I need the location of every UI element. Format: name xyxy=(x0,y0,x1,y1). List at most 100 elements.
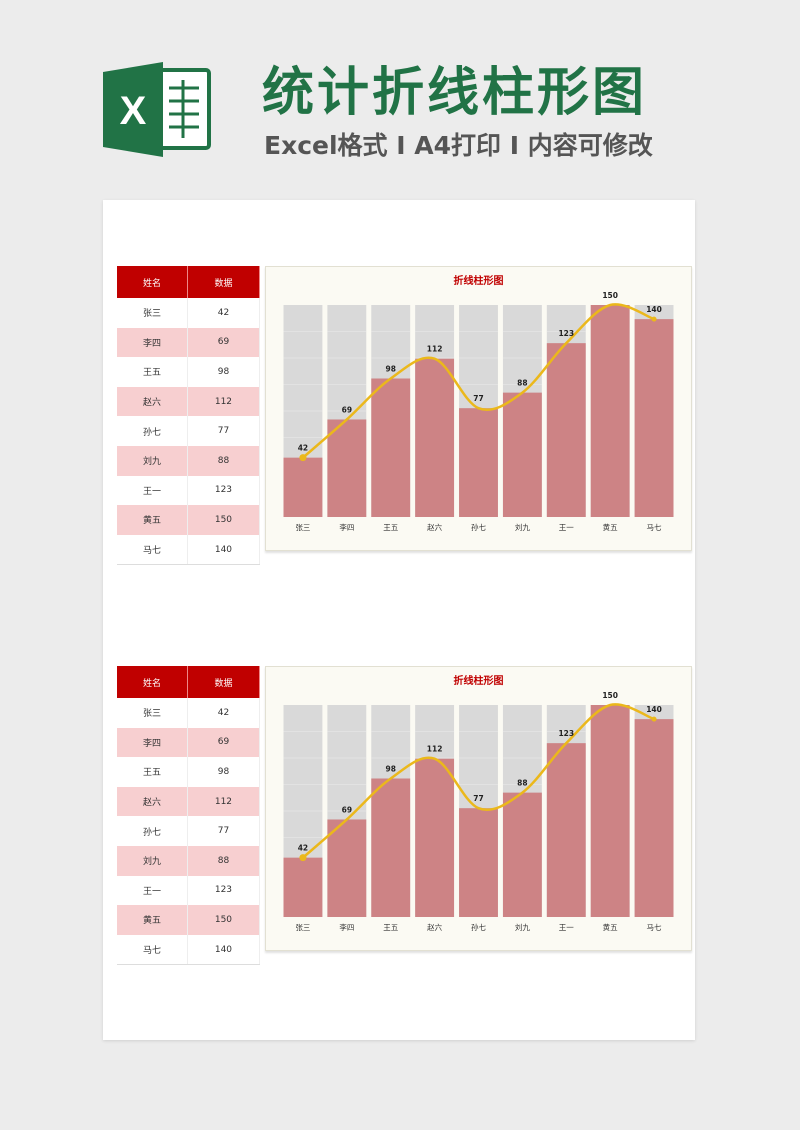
cell-value: 150 xyxy=(187,905,261,935)
table-row: 王五 98 xyxy=(117,757,261,787)
bar xyxy=(546,743,586,917)
category-label: 黄五 xyxy=(603,522,619,532)
bar xyxy=(590,705,630,917)
cell-value: 88 xyxy=(187,845,261,876)
table-row: 张三 42 xyxy=(117,698,261,728)
cell-value: 69 xyxy=(187,727,261,758)
cell-name: 刘九 xyxy=(117,845,188,876)
bar xyxy=(415,358,455,517)
table-row: 赵六 112 xyxy=(117,386,261,417)
table-row: 王一 123 xyxy=(117,475,261,506)
data-label: 123 xyxy=(558,729,574,738)
cell-name: 赵六 xyxy=(117,786,188,817)
data-label: 150 xyxy=(602,291,618,300)
cell-name: 刘九 xyxy=(117,445,188,476)
table-row: 孙七 77 xyxy=(117,816,261,846)
data-label: 42 xyxy=(298,444,308,453)
bar xyxy=(371,778,411,917)
category-label: 李四 xyxy=(339,522,354,532)
bar xyxy=(459,408,498,517)
cell-name: 李四 xyxy=(117,327,188,358)
bar xyxy=(634,319,674,517)
cell-name: 赵六 xyxy=(117,386,188,417)
cell-name: 马七 xyxy=(117,934,188,966)
line-start-marker xyxy=(299,854,307,862)
cell-value: 112 xyxy=(187,386,261,417)
cell-value: 123 xyxy=(187,475,261,506)
table-row: 李四 69 xyxy=(117,727,261,758)
cell-value: 42 xyxy=(187,698,261,728)
line-start-marker xyxy=(299,454,307,462)
cell-value: 98 xyxy=(187,357,261,387)
cell-value: 112 xyxy=(187,786,261,817)
data-label: 77 xyxy=(473,394,483,403)
line-end-marker xyxy=(651,316,657,322)
category-label: 张三 xyxy=(295,923,310,932)
cell-name: 黄五 xyxy=(117,505,188,535)
cell-value: 77 xyxy=(187,416,261,446)
logo-letter: X xyxy=(120,89,147,133)
cell-value: 140 xyxy=(187,934,261,966)
cell-name: 王一 xyxy=(117,475,188,506)
bar xyxy=(283,857,323,917)
category-label: 张三 xyxy=(295,523,310,532)
cell-name: 黄五 xyxy=(117,905,188,935)
cell-name: 马七 xyxy=(117,534,188,566)
cell-value: 150 xyxy=(187,505,261,535)
chart-title: 折线柱形图 xyxy=(454,674,504,687)
data-label: 98 xyxy=(386,764,396,773)
bar xyxy=(415,758,455,917)
cell-value: 88 xyxy=(187,445,261,476)
data-label: 42 xyxy=(298,844,308,853)
cell-name: 王五 xyxy=(117,357,188,387)
bar xyxy=(459,808,498,917)
category-label: 王五 xyxy=(383,923,398,932)
data-label: 112 xyxy=(427,745,443,754)
cell-name: 张三 xyxy=(117,698,188,728)
bar xyxy=(502,392,542,517)
table-row: 马七 140 xyxy=(117,534,261,566)
cell-value: 77 xyxy=(187,816,261,846)
series-line xyxy=(302,303,655,459)
bar xyxy=(283,457,323,517)
data-label: 88 xyxy=(517,379,527,388)
page-subtitle: Excel格式 I A4打印 I 内容可修改 xyxy=(264,131,653,160)
cell-value: 69 xyxy=(187,327,261,358)
category-label: 李四 xyxy=(339,922,354,932)
cell-value: 123 xyxy=(187,875,261,906)
data-label: 98 xyxy=(386,364,396,373)
bar xyxy=(327,419,367,517)
bar xyxy=(371,378,411,517)
table-row: 刘九 88 xyxy=(117,445,261,476)
category-label: 赵六 xyxy=(427,922,442,932)
bar xyxy=(590,305,630,517)
series-line xyxy=(302,703,655,859)
table-row: 赵六 112 xyxy=(117,786,261,817)
bar xyxy=(634,719,674,917)
header-name: 姓名 xyxy=(117,666,188,698)
document-page: 姓名 数据 张三 42 李四 69 王五 98 赵六 112 孙七 77 刘九 88 王一 123 黄五 150… xyxy=(103,200,695,1040)
table-row: 刘九 88 xyxy=(117,845,261,876)
cell-value: 140 xyxy=(187,534,261,566)
cell-name: 李四 xyxy=(117,727,188,758)
cell-name: 孙七 xyxy=(117,416,188,446)
table-row: 黄五 150 xyxy=(117,905,261,935)
table-row: 黄五 150 xyxy=(117,505,261,535)
chart-title: 折线柱形图 xyxy=(454,274,504,287)
category-label: 马七 xyxy=(647,923,662,932)
category-label: 王一 xyxy=(559,923,574,932)
cell-value: 98 xyxy=(187,757,261,787)
category-label: 刘九 xyxy=(515,922,530,932)
data-label: 140 xyxy=(646,305,662,314)
table-row: 王一 123 xyxy=(117,875,261,906)
category-label: 王一 xyxy=(559,523,574,532)
data-table: 姓名 数据 张三 42 李四 69 王五 98 赵六 112 孙七 77 刘九 88 王一 123 黄五 150… xyxy=(117,266,261,566)
category-label: 孙七 xyxy=(471,922,486,932)
data-label: 77 xyxy=(473,794,483,803)
combo-chart: 折线柱形图 张三 李四 王五 赵六 孙七 刘九 王一 黄五 马七 42 69 98 112 77 88 123 1… xyxy=(265,666,692,951)
data-label: 140 xyxy=(646,705,662,714)
header-value: 数据 xyxy=(187,666,261,698)
line-end-marker xyxy=(651,716,657,722)
category-label: 孙七 xyxy=(471,522,486,532)
data-label: 150 xyxy=(602,691,618,700)
